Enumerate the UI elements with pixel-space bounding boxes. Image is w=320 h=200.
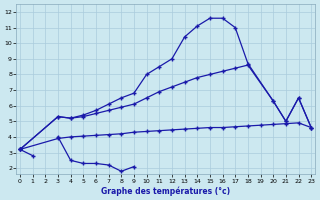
X-axis label: Graphe des températures (°c): Graphe des températures (°c): [101, 186, 230, 196]
